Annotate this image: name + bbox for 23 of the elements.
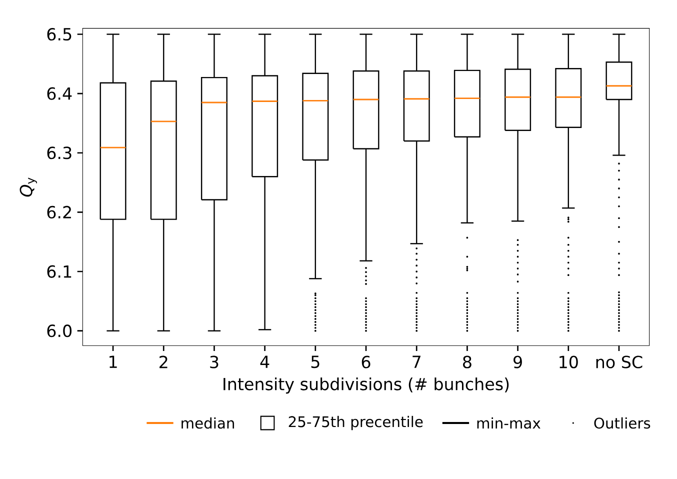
x-tick-label: 8 <box>463 356 472 368</box>
y-tick-label: 6.4 <box>47 87 72 100</box>
y-tick-label: 6.0 <box>47 324 72 338</box>
x-tick-label: 1 <box>110 356 117 368</box>
x-tick-label: 9 <box>514 356 522 368</box>
x-tick-label: 2 <box>160 356 168 368</box>
x-axis-title: Intensity subdivisions (# bunches) <box>224 377 509 394</box>
text: median <box>182 417 234 429</box>
text: min-max <box>477 417 540 429</box>
x-tick-label: 5 <box>311 356 320 368</box>
y-axis-title: Q$_{y}$ <box>20 178 37 197</box>
text: 25-75th precentile <box>288 416 423 430</box>
y-tick-label: 6.5 <box>47 28 72 41</box>
x-tick-label: 6 <box>362 356 370 368</box>
x-tick-label: no SC <box>596 356 642 368</box>
x-tick-label: 10 <box>560 356 578 368</box>
x-tick-label: 3 <box>210 356 218 368</box>
x-tick-label: 4 <box>260 356 270 368</box>
y-tick-label: 6.1 <box>47 265 72 278</box>
text: Outliers <box>594 417 650 429</box>
y-tick-label: 6.3 <box>47 146 72 160</box>
x-tick-label: 7 <box>412 356 420 368</box>
y-tick-label: 6.2 <box>47 206 71 218</box>
